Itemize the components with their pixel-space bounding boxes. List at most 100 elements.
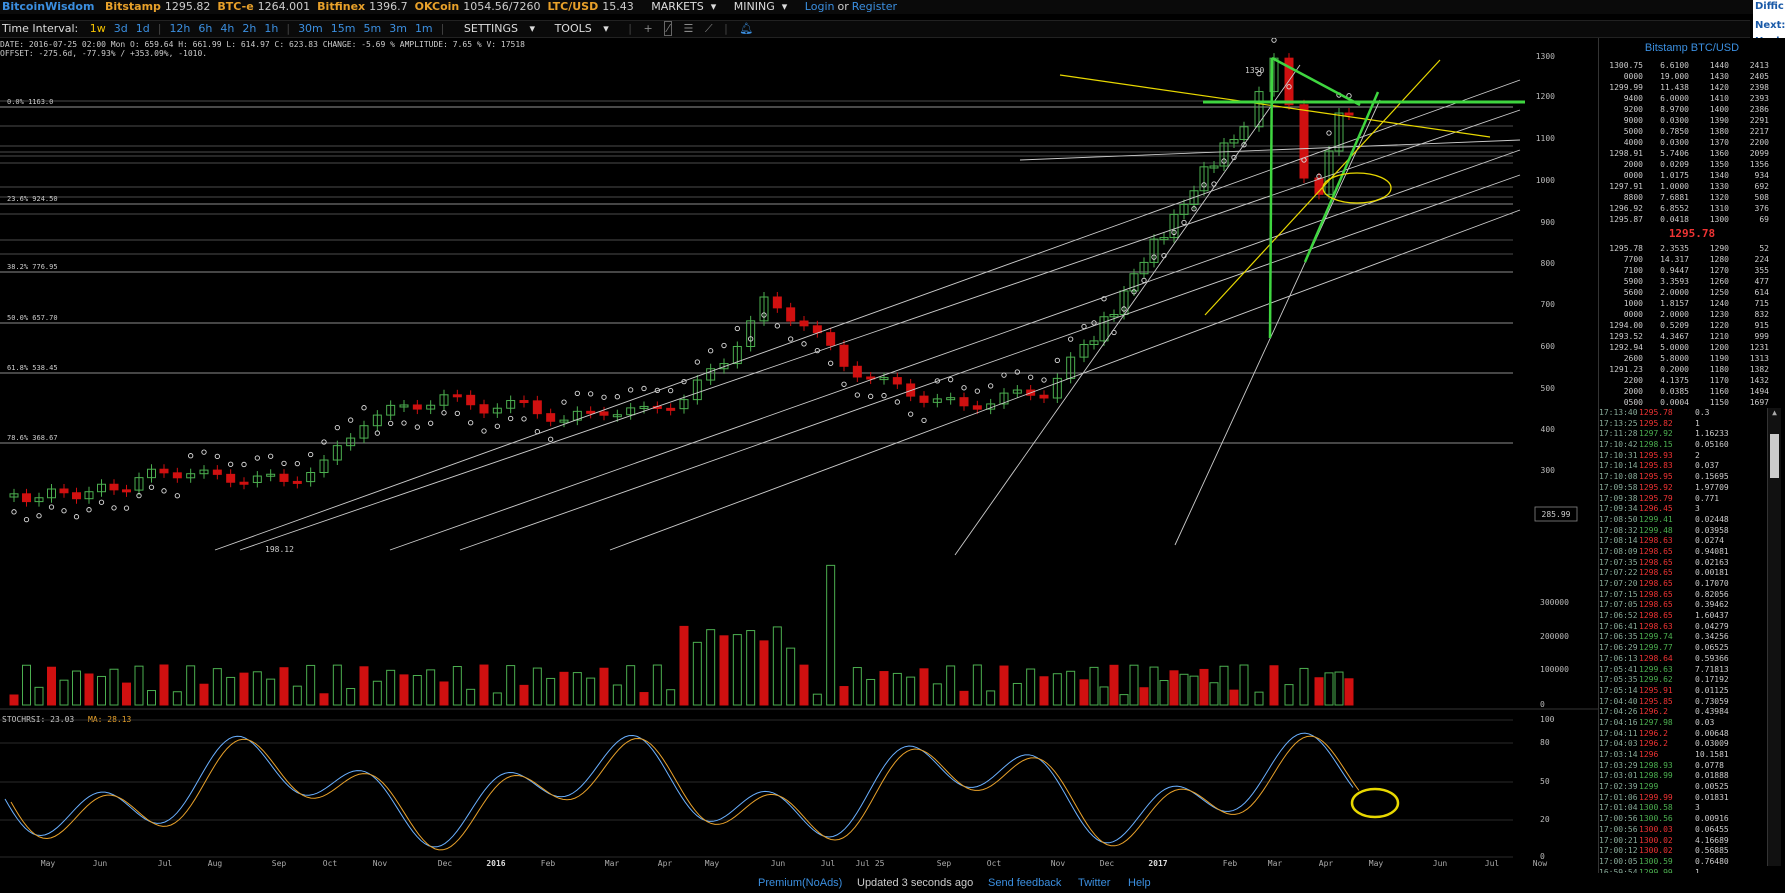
feedback-link[interactable]: Send feedback: [988, 877, 1062, 889]
sar-dot: [788, 336, 794, 342]
trade-amount: 0.43984: [1695, 707, 1729, 717]
asks-cell: 6.0000: [1660, 94, 1689, 103]
site-logo[interactable]: BitcoinWisdom: [2, 0, 95, 13]
volume-bar: [199, 683, 209, 706]
markets-menu[interactable]: MARKETS ▾: [651, 0, 723, 13]
asks-cell: 2291: [1749, 116, 1769, 125]
alert-bell-icon[interactable]: 🔔︎: [739, 22, 754, 35]
premium-link[interactable]: Premium(NoAds): [758, 877, 843, 889]
volume-bar: [1269, 665, 1279, 706]
candle-body: [839, 344, 849, 367]
bids-cell: 5900: [1623, 277, 1643, 286]
volume-bar: [772, 626, 782, 706]
interval-2h[interactable]: 2h: [242, 22, 257, 35]
volume-bar: [852, 667, 862, 706]
bids-cell: 7100: [1623, 266, 1643, 275]
asks-cell: 1440: [1709, 61, 1729, 70]
volume-bar: [812, 693, 822, 706]
interval-3m[interactable]: 3m: [389, 22, 407, 35]
interval-1m[interactable]: 1m: [414, 22, 433, 35]
market-name-3[interactable]: OKCoin: [414, 0, 460, 13]
chart-canvas[interactable]: 1300120011001000900800700600500400300200…: [0, 38, 1598, 873]
candle-body: [239, 481, 249, 485]
time-tick-label: Jul 25: [856, 859, 885, 868]
interval-1w[interactable]: 1w: [89, 22, 106, 35]
scrollbar-thumb[interactable]: [1770, 434, 1779, 478]
interval-6h[interactable]: 6h: [198, 22, 213, 35]
fan-icon[interactable]: ⟋: [704, 22, 713, 35]
candle-body: [1109, 314, 1119, 318]
trade-time: 17:09:58: [1599, 482, 1638, 492]
bids-row: 1294.00 0.5209 1220 915: [1599, 320, 1785, 331]
market-name-2[interactable]: Bitfinex: [317, 0, 366, 13]
order-book-panel: Bitstamp BTC/USD 1300.75 6.6100 1440 2413 00…: [1598, 38, 1785, 877]
interval-1h[interactable]: 1h: [264, 22, 279, 35]
trade-time: 17:01:06: [1599, 792, 1638, 802]
interval-15m[interactable]: 15m: [330, 22, 356, 35]
crosshair-icon[interactable]: +: [643, 22, 653, 35]
market-name-4[interactable]: LTC/USD: [547, 0, 599, 13]
time-tick-label: Feb: [1223, 859, 1238, 868]
twitter-link[interactable]: Twitter: [1078, 877, 1111, 889]
interval-12h[interactable]: 12h: [169, 22, 191, 35]
candle-body: [999, 392, 1009, 405]
help-link[interactable]: Help: [1128, 877, 1151, 889]
tools-menu[interactable]: TOOLS ▾: [555, 22, 617, 35]
mining-menu[interactable]: MINING ▾: [734, 0, 795, 13]
market-name-1[interactable]: BTC-e: [217, 0, 254, 13]
candle-body: [386, 404, 396, 416]
volume-bar: [1159, 680, 1169, 706]
trendline-icon[interactable]: ⁄: [664, 21, 673, 36]
trade-time: 17:10:14: [1599, 461, 1638, 471]
settings-label: SETTINGS: [463, 22, 519, 35]
asks-cell: 1300.75: [1609, 61, 1643, 70]
mining-menu-label: MINING: [733, 0, 775, 13]
interval-1d[interactable]: 1d: [135, 22, 150, 35]
trade-time: 17:09:34: [1599, 504, 1638, 514]
volume-bar: [972, 664, 982, 706]
interval-3d[interactable]: 3d: [113, 22, 128, 35]
market-name-0[interactable]: Bitstamp: [104, 0, 161, 13]
trade-row: 17:13:25 1295.82 1: [1599, 419, 1767, 430]
time-tick-label: Nov: [373, 859, 388, 868]
bids-row: 2000 0.0385 1160 1494: [1599, 386, 1785, 397]
candle-body: [252, 475, 262, 483]
bids-cell: 1260: [1709, 277, 1729, 286]
sar-dot: [241, 461, 247, 468]
settings-menu[interactable]: SETTINGS ▾: [464, 22, 543, 35]
trades-scrollbar[interactable]: ▲: [1767, 408, 1781, 866]
register-link[interactable]: Register: [851, 0, 898, 13]
trade-row: 17:04:40 1295.85 0.73059: [1599, 697, 1767, 708]
volume-bar: [892, 672, 902, 706]
interval-4h[interactable]: 4h: [220, 22, 235, 35]
candle-body: [932, 398, 942, 403]
trade-row: 17:11:28 1297.92 1.16233: [1599, 429, 1767, 440]
trade-row: 16:59:541299.991: [1599, 868, 1767, 879]
asks-cell: 1360: [1709, 149, 1729, 158]
asks-cell: 11.438: [1660, 83, 1689, 92]
trade-row: 17:00:21 1300.02 4.16689: [1599, 836, 1767, 847]
interval-5m[interactable]: 5m: [363, 22, 382, 35]
time-tick-label: Feb: [541, 859, 556, 868]
sar-dot: [761, 312, 767, 318]
trade-amount: 1.16233: [1695, 429, 1729, 439]
sar-dot: [228, 461, 234, 467]
divider: |: [440, 22, 445, 35]
horizontal-lines-icon[interactable]: ☰: [683, 22, 694, 35]
candle-body: [772, 296, 782, 309]
sar-dot: [481, 428, 487, 434]
volume-bar: [1179, 673, 1189, 706]
candle-body: [626, 407, 636, 416]
sar-dot: [641, 385, 647, 392]
interval-30m[interactable]: 30m: [298, 22, 323, 35]
login-link[interactable]: Login: [804, 0, 835, 13]
candle-body: [134, 477, 144, 491]
sar-dot: [86, 507, 92, 513]
scroll-up-icon[interactable]: ▲: [1772, 408, 1777, 417]
price-chart[interactable]: DATE: 2016-07-25 02:00 Mon O: 659.64 H: …: [0, 38, 1598, 873]
sar-dot: [348, 417, 354, 423]
fib-label: 61.8% 538.45: [7, 364, 58, 372]
trade-amount: 0.0274: [1695, 536, 1724, 546]
tools-label: TOOLS: [554, 22, 592, 35]
bids-cell: 0.0385: [1660, 387, 1689, 396]
